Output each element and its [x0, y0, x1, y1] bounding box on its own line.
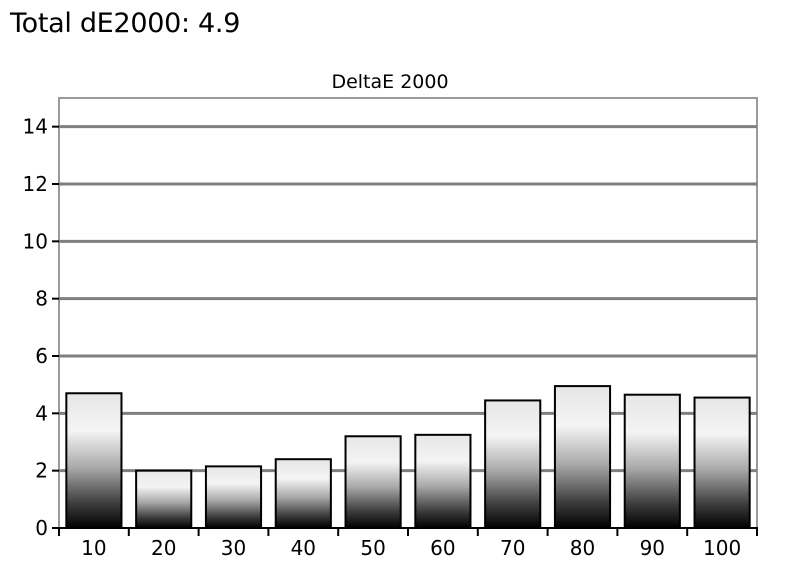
page-title: Total dE2000: 4.9 — [10, 8, 241, 39]
x-tick-label: 40 — [291, 536, 316, 560]
bar-30 — [204, 465, 263, 530]
x-tick-label: 90 — [640, 536, 665, 560]
y-tick-label: 14 — [23, 115, 48, 139]
y-tick-label: 2 — [35, 459, 48, 483]
y-tick-label: 8 — [35, 287, 48, 311]
y-tick-label: 10 — [23, 229, 48, 253]
bar-50 — [344, 435, 402, 529]
bar-80 — [553, 385, 612, 529]
x-tick-label: 50 — [360, 536, 385, 560]
y-tick-label: 0 — [35, 516, 48, 540]
y-tick-label: 4 — [35, 401, 48, 425]
x-tick-label: 20 — [151, 536, 176, 560]
x-tick-label: 70 — [500, 536, 525, 560]
bar-10 — [65, 392, 123, 529]
chart-title: DeltaE 2000 — [331, 71, 448, 93]
bar-60 — [414, 433, 472, 530]
bar-70 — [484, 399, 542, 529]
x-tick-label: 80 — [570, 536, 595, 560]
x-tick-label: 10 — [81, 536, 106, 560]
bar-40 — [274, 458, 332, 530]
bar-20 — [135, 469, 193, 529]
y-tick-label: 6 — [35, 344, 48, 368]
x-tick-label: 60 — [430, 536, 455, 560]
bar-90 — [623, 393, 681, 530]
x-tick-label: 30 — [221, 536, 246, 560]
y-tick-label: 12 — [23, 172, 48, 196]
x-tick-label: 100 — [703, 536, 741, 560]
bar-100 — [693, 396, 751, 530]
